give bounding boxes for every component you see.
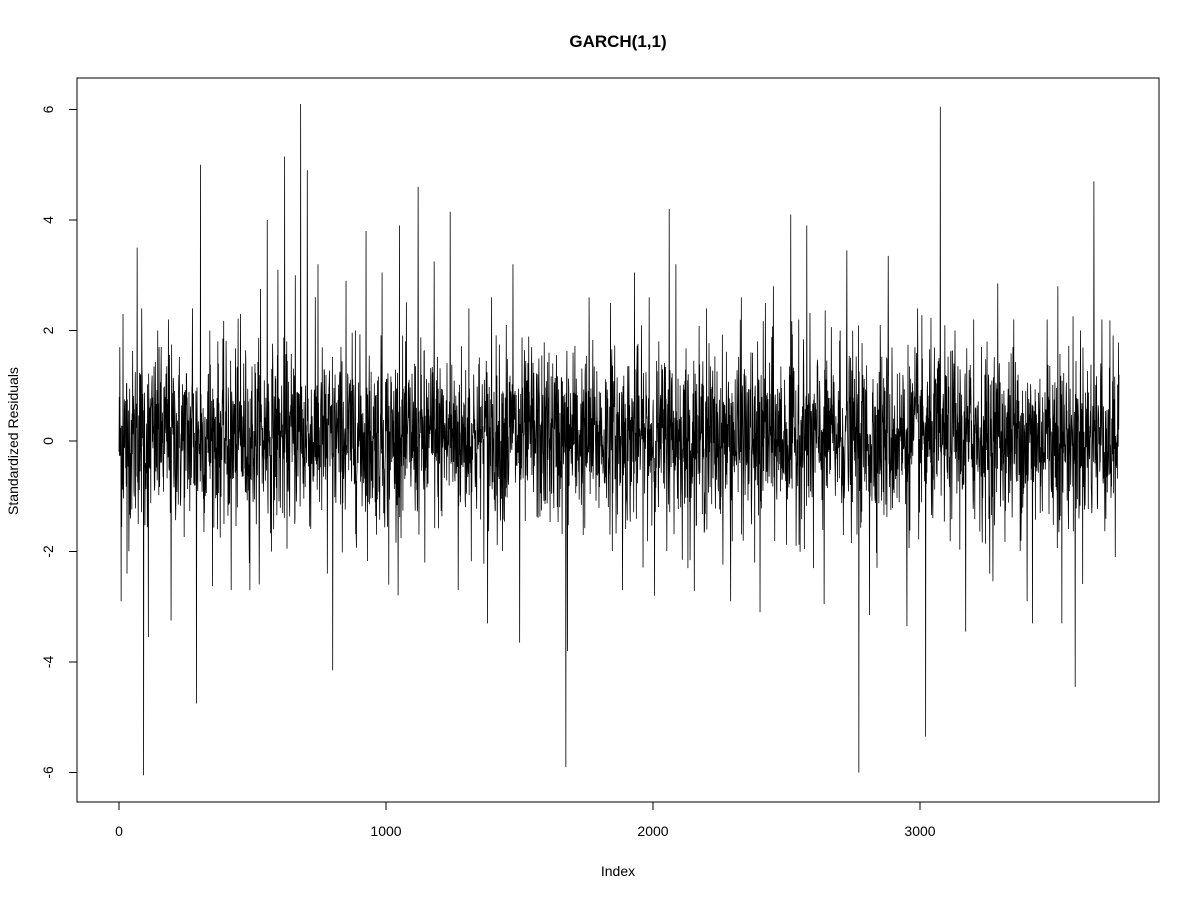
y-tick-label: -2 (40, 545, 56, 558)
series-group (118, 103, 1120, 776)
x-axis: 0 1000 2000 3000 (115, 801, 936, 839)
y-tick-label: 6 (40, 105, 56, 113)
y-tick-label: -6 (40, 766, 56, 779)
y-axis-label: Standardized Residuals (5, 367, 21, 515)
y-axis: -6 -4 -2 0 2 4 6 (40, 105, 78, 779)
x-tick-label: 2000 (637, 823, 668, 839)
x-tick-label: 3000 (904, 823, 935, 839)
y-tick-label: 4 (40, 216, 56, 224)
y-tick-label: -4 (40, 656, 56, 669)
chart-title: GARCH(1,1) (569, 32, 666, 51)
x-tick-label: 1000 (370, 823, 401, 839)
x-tick-label: 0 (115, 823, 123, 839)
y-tick-label: 0 (40, 437, 56, 445)
x-axis-label: Index (601, 863, 635, 879)
residuals-line (118, 103, 1120, 776)
y-tick-label: 2 (40, 326, 56, 334)
